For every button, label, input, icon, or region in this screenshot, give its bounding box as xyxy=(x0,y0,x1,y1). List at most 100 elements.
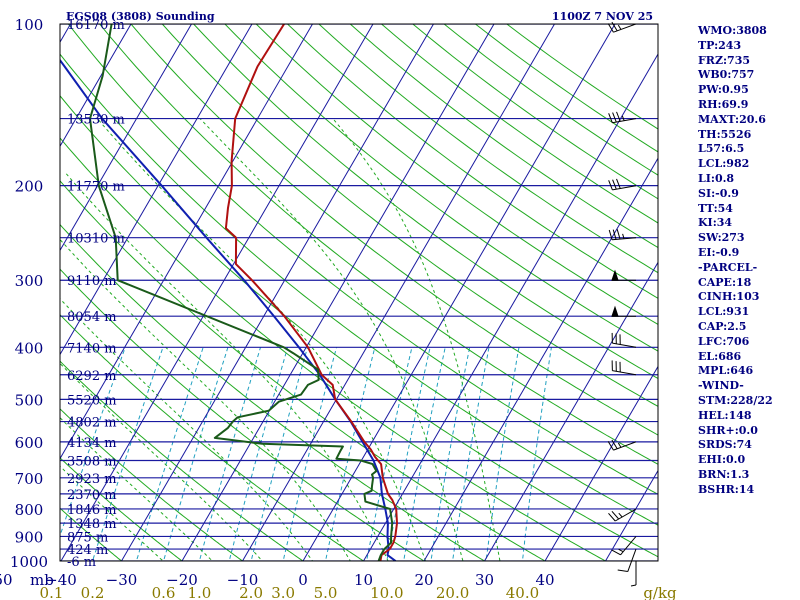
dry-adiabat-line xyxy=(286,24,658,299)
stat-row: EHI:0.0 xyxy=(698,453,798,468)
stat-row: LCL:982 xyxy=(698,157,798,172)
isotherm-line xyxy=(604,469,658,561)
mixing-ratio-label: 0.2 xyxy=(81,584,105,600)
mixing-ratio-label: 5.0 xyxy=(314,584,338,600)
wind-barb-staff xyxy=(612,370,637,376)
stat-separator: : xyxy=(732,438,737,452)
stat-value: 54 xyxy=(717,201,733,215)
height-label: 7140 m xyxy=(67,341,117,356)
stat-row: BSHR:14 xyxy=(698,483,798,498)
height-label: 6292 m xyxy=(67,369,117,384)
stat-separator: : xyxy=(717,83,722,97)
wind-barb-half-feather xyxy=(618,512,623,518)
stat-separator: : xyxy=(711,186,716,200)
stat-label: BRN xyxy=(698,467,727,481)
wind-barb xyxy=(617,548,637,573)
stat-label: SW xyxy=(698,231,718,245)
stat-label: LFC xyxy=(698,334,723,348)
isotherm-line xyxy=(544,365,658,561)
dry-adiabat-line xyxy=(67,24,658,495)
wind-barb-feather xyxy=(616,111,621,122)
stat-row: TT:54 xyxy=(698,202,798,217)
stat-separator: : xyxy=(714,349,719,363)
mixing-ratio-line xyxy=(91,347,164,561)
temperature-trace xyxy=(224,24,398,561)
wind-barb-feather xyxy=(616,229,621,240)
stat-row: SW:273 xyxy=(698,231,798,246)
isotherm-line xyxy=(302,24,616,561)
wind-barb-feather xyxy=(607,23,614,33)
stat-label: -WIND- xyxy=(698,379,744,393)
pressure-tick-label: 100 xyxy=(15,16,44,34)
wind-barb xyxy=(611,332,637,348)
mixing-ratio-line xyxy=(521,347,552,561)
height-label: 8054 m xyxy=(67,310,117,325)
dry-adiabat-line xyxy=(99,24,658,465)
chart-time: 1100Z 7 NOV 25 xyxy=(552,10,653,23)
wind-barb-half-feather xyxy=(621,115,625,121)
isotherm-line xyxy=(60,24,314,460)
mixing-ratio-line xyxy=(386,347,431,561)
stat-row: TH:5526 xyxy=(698,128,798,143)
stat-label: L57 xyxy=(698,142,722,156)
dry-adiabat-line xyxy=(349,24,658,249)
stat-value: 228/22 xyxy=(730,393,773,407)
stat-label: STM xyxy=(698,393,727,407)
dry-adiabat-line xyxy=(60,507,123,561)
height-label: 2923 m xyxy=(67,472,117,487)
wind-barb xyxy=(608,508,637,522)
stat-separator: : xyxy=(734,482,739,496)
isotherm-line xyxy=(423,157,658,561)
stat-row: SI:-0.9 xyxy=(698,187,798,202)
stat-row: CAPE:18 xyxy=(698,276,798,291)
wind-barb-half-feather xyxy=(622,233,625,239)
dry-adiabat-line xyxy=(60,408,244,561)
stat-separator: : xyxy=(726,364,731,378)
stat-separator: : xyxy=(710,171,715,185)
mixing-ratio-line xyxy=(403,347,446,561)
wind-barb xyxy=(608,111,637,124)
stat-value: +:0.0 xyxy=(725,423,758,437)
stat-row: -WIND- xyxy=(698,379,798,394)
wind-barb-half-feather xyxy=(618,548,624,553)
stat-label: TH xyxy=(698,127,717,141)
temperature-tick-label: −10 xyxy=(227,571,259,589)
stat-row: SHR+:0.0 xyxy=(698,424,798,439)
stat-separator: : xyxy=(722,157,727,171)
temperature-tick-label: 40 xyxy=(535,571,554,589)
stat-separator: : xyxy=(722,53,728,67)
height-label: 1348 m xyxy=(67,517,117,532)
stat-row: TP:243 xyxy=(698,39,798,54)
stat-label: SI xyxy=(698,186,712,200)
wind-barb-half-feather xyxy=(617,442,622,448)
stat-row: WMO:3808 xyxy=(698,24,798,39)
stat-row: LI:0.8 xyxy=(698,172,798,187)
stat-value: 931 xyxy=(726,305,750,319)
mixing-ratio-line xyxy=(430,347,471,561)
height-label: 4802 m xyxy=(67,416,117,431)
wind-barb-feather xyxy=(617,569,628,573)
plot-frame xyxy=(59,23,659,562)
stat-label: TT xyxy=(698,201,714,215)
stat-label: SHR xyxy=(698,423,726,437)
wind-barb-feather xyxy=(608,513,616,522)
pressure-tick-label: 300 xyxy=(15,272,44,290)
stat-label: FRZ xyxy=(698,53,723,67)
wind-barb-feather xyxy=(608,180,613,191)
stat-value: 646 xyxy=(730,364,754,378)
plot-area xyxy=(60,24,658,561)
indices-panel: WMO:3808 TP:243 FRZ:735 WB0:757 PW:0.95 RH:69… xyxy=(698,24,798,498)
stat-label: LCL xyxy=(698,305,723,319)
stat-separator: : xyxy=(711,245,716,259)
stat-label: TP xyxy=(698,38,715,52)
isotherm-line xyxy=(60,24,374,561)
stat-row: FRZ:735 xyxy=(698,54,798,69)
moist-adiabat-line xyxy=(60,362,263,561)
stat-row: SRDS:74 xyxy=(698,438,798,453)
wind-barb-staff xyxy=(614,508,637,522)
dry-adiabat-line xyxy=(60,95,658,558)
mixing-ratio-label: 0.1 xyxy=(40,584,64,600)
stat-separator: : xyxy=(732,24,737,37)
